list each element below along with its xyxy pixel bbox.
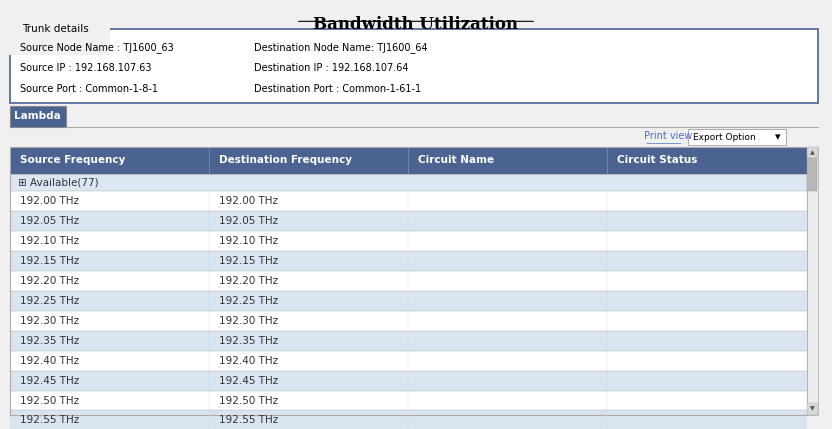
Text: 192.25 THz: 192.25 THz xyxy=(219,296,278,306)
Text: Destination IP : 192.168.107.64: Destination IP : 192.168.107.64 xyxy=(255,63,409,73)
Text: 192.05 THz: 192.05 THz xyxy=(219,216,278,226)
Text: 192.45 THz: 192.45 THz xyxy=(219,375,278,386)
FancyBboxPatch shape xyxy=(10,147,806,174)
FancyBboxPatch shape xyxy=(10,251,806,271)
Text: ⊞ Available(77): ⊞ Available(77) xyxy=(18,178,99,187)
FancyBboxPatch shape xyxy=(10,174,806,191)
Text: 192.00 THz: 192.00 THz xyxy=(219,196,278,206)
Text: Bandwidth Utilization: Bandwidth Utilization xyxy=(314,16,518,33)
FancyBboxPatch shape xyxy=(10,191,806,211)
Text: Circuit Name: Circuit Name xyxy=(418,155,494,165)
Text: 192.40 THz: 192.40 THz xyxy=(20,356,79,366)
FancyBboxPatch shape xyxy=(10,411,806,429)
FancyBboxPatch shape xyxy=(10,271,806,291)
Text: Source Node Name : TJ1600_63: Source Node Name : TJ1600_63 xyxy=(20,42,173,54)
Text: 192.00 THz: 192.00 THz xyxy=(20,196,79,206)
Text: Trunk details: Trunk details xyxy=(22,24,89,34)
Text: 192.35 THz: 192.35 THz xyxy=(20,336,79,346)
Text: Source IP : 192.168.107.63: Source IP : 192.168.107.63 xyxy=(20,63,151,73)
FancyBboxPatch shape xyxy=(10,371,806,390)
Text: 192.10 THz: 192.10 THz xyxy=(20,236,79,246)
Text: Circuit Status: Circuit Status xyxy=(617,155,698,165)
Text: 192.20 THz: 192.20 THz xyxy=(219,276,278,286)
FancyBboxPatch shape xyxy=(10,106,66,127)
Text: 192.10 THz: 192.10 THz xyxy=(219,236,278,246)
FancyBboxPatch shape xyxy=(10,211,806,231)
Text: 192.30 THz: 192.30 THz xyxy=(20,316,79,326)
Text: Source Frequency: Source Frequency xyxy=(20,155,125,165)
FancyBboxPatch shape xyxy=(806,147,818,415)
FancyBboxPatch shape xyxy=(10,390,806,411)
Text: 192.15 THz: 192.15 THz xyxy=(20,256,79,266)
Text: 192.15 THz: 192.15 THz xyxy=(219,256,278,266)
FancyBboxPatch shape xyxy=(10,350,806,371)
Text: 192.45 THz: 192.45 THz xyxy=(20,375,79,386)
Text: 192.50 THz: 192.50 THz xyxy=(219,396,278,405)
Text: ▾: ▾ xyxy=(775,132,780,142)
FancyBboxPatch shape xyxy=(806,403,818,415)
Text: ▼: ▼ xyxy=(810,406,815,411)
FancyBboxPatch shape xyxy=(10,29,818,103)
Text: 192.50 THz: 192.50 THz xyxy=(20,396,79,405)
FancyBboxPatch shape xyxy=(807,158,817,190)
Text: 192.35 THz: 192.35 THz xyxy=(219,336,278,346)
Text: Destination Port : Common-1-61-1: Destination Port : Common-1-61-1 xyxy=(255,84,422,94)
Text: Source Port : Common-1-8-1: Source Port : Common-1-8-1 xyxy=(20,84,157,94)
Text: 192.05 THz: 192.05 THz xyxy=(20,216,79,226)
Text: Destination Frequency: Destination Frequency xyxy=(219,155,352,165)
Text: 192.30 THz: 192.30 THz xyxy=(219,316,278,326)
FancyBboxPatch shape xyxy=(10,311,806,331)
Text: ▲: ▲ xyxy=(810,150,815,155)
Text: Export Option: Export Option xyxy=(693,133,755,142)
FancyBboxPatch shape xyxy=(10,331,806,350)
Text: 192.55 THz: 192.55 THz xyxy=(20,415,79,426)
Text: Lambda: Lambda xyxy=(14,112,62,121)
Text: Destination Node Name: TJ1600_64: Destination Node Name: TJ1600_64 xyxy=(255,42,428,54)
Text: 192.40 THz: 192.40 THz xyxy=(219,356,278,366)
Text: 192.55 THz: 192.55 THz xyxy=(219,415,278,426)
Text: 192.20 THz: 192.20 THz xyxy=(20,276,79,286)
FancyBboxPatch shape xyxy=(688,129,786,145)
Text: 192.25 THz: 192.25 THz xyxy=(20,296,79,306)
FancyBboxPatch shape xyxy=(10,231,806,251)
Text: Print view: Print view xyxy=(644,131,692,141)
FancyBboxPatch shape xyxy=(10,291,806,311)
FancyBboxPatch shape xyxy=(806,147,818,158)
